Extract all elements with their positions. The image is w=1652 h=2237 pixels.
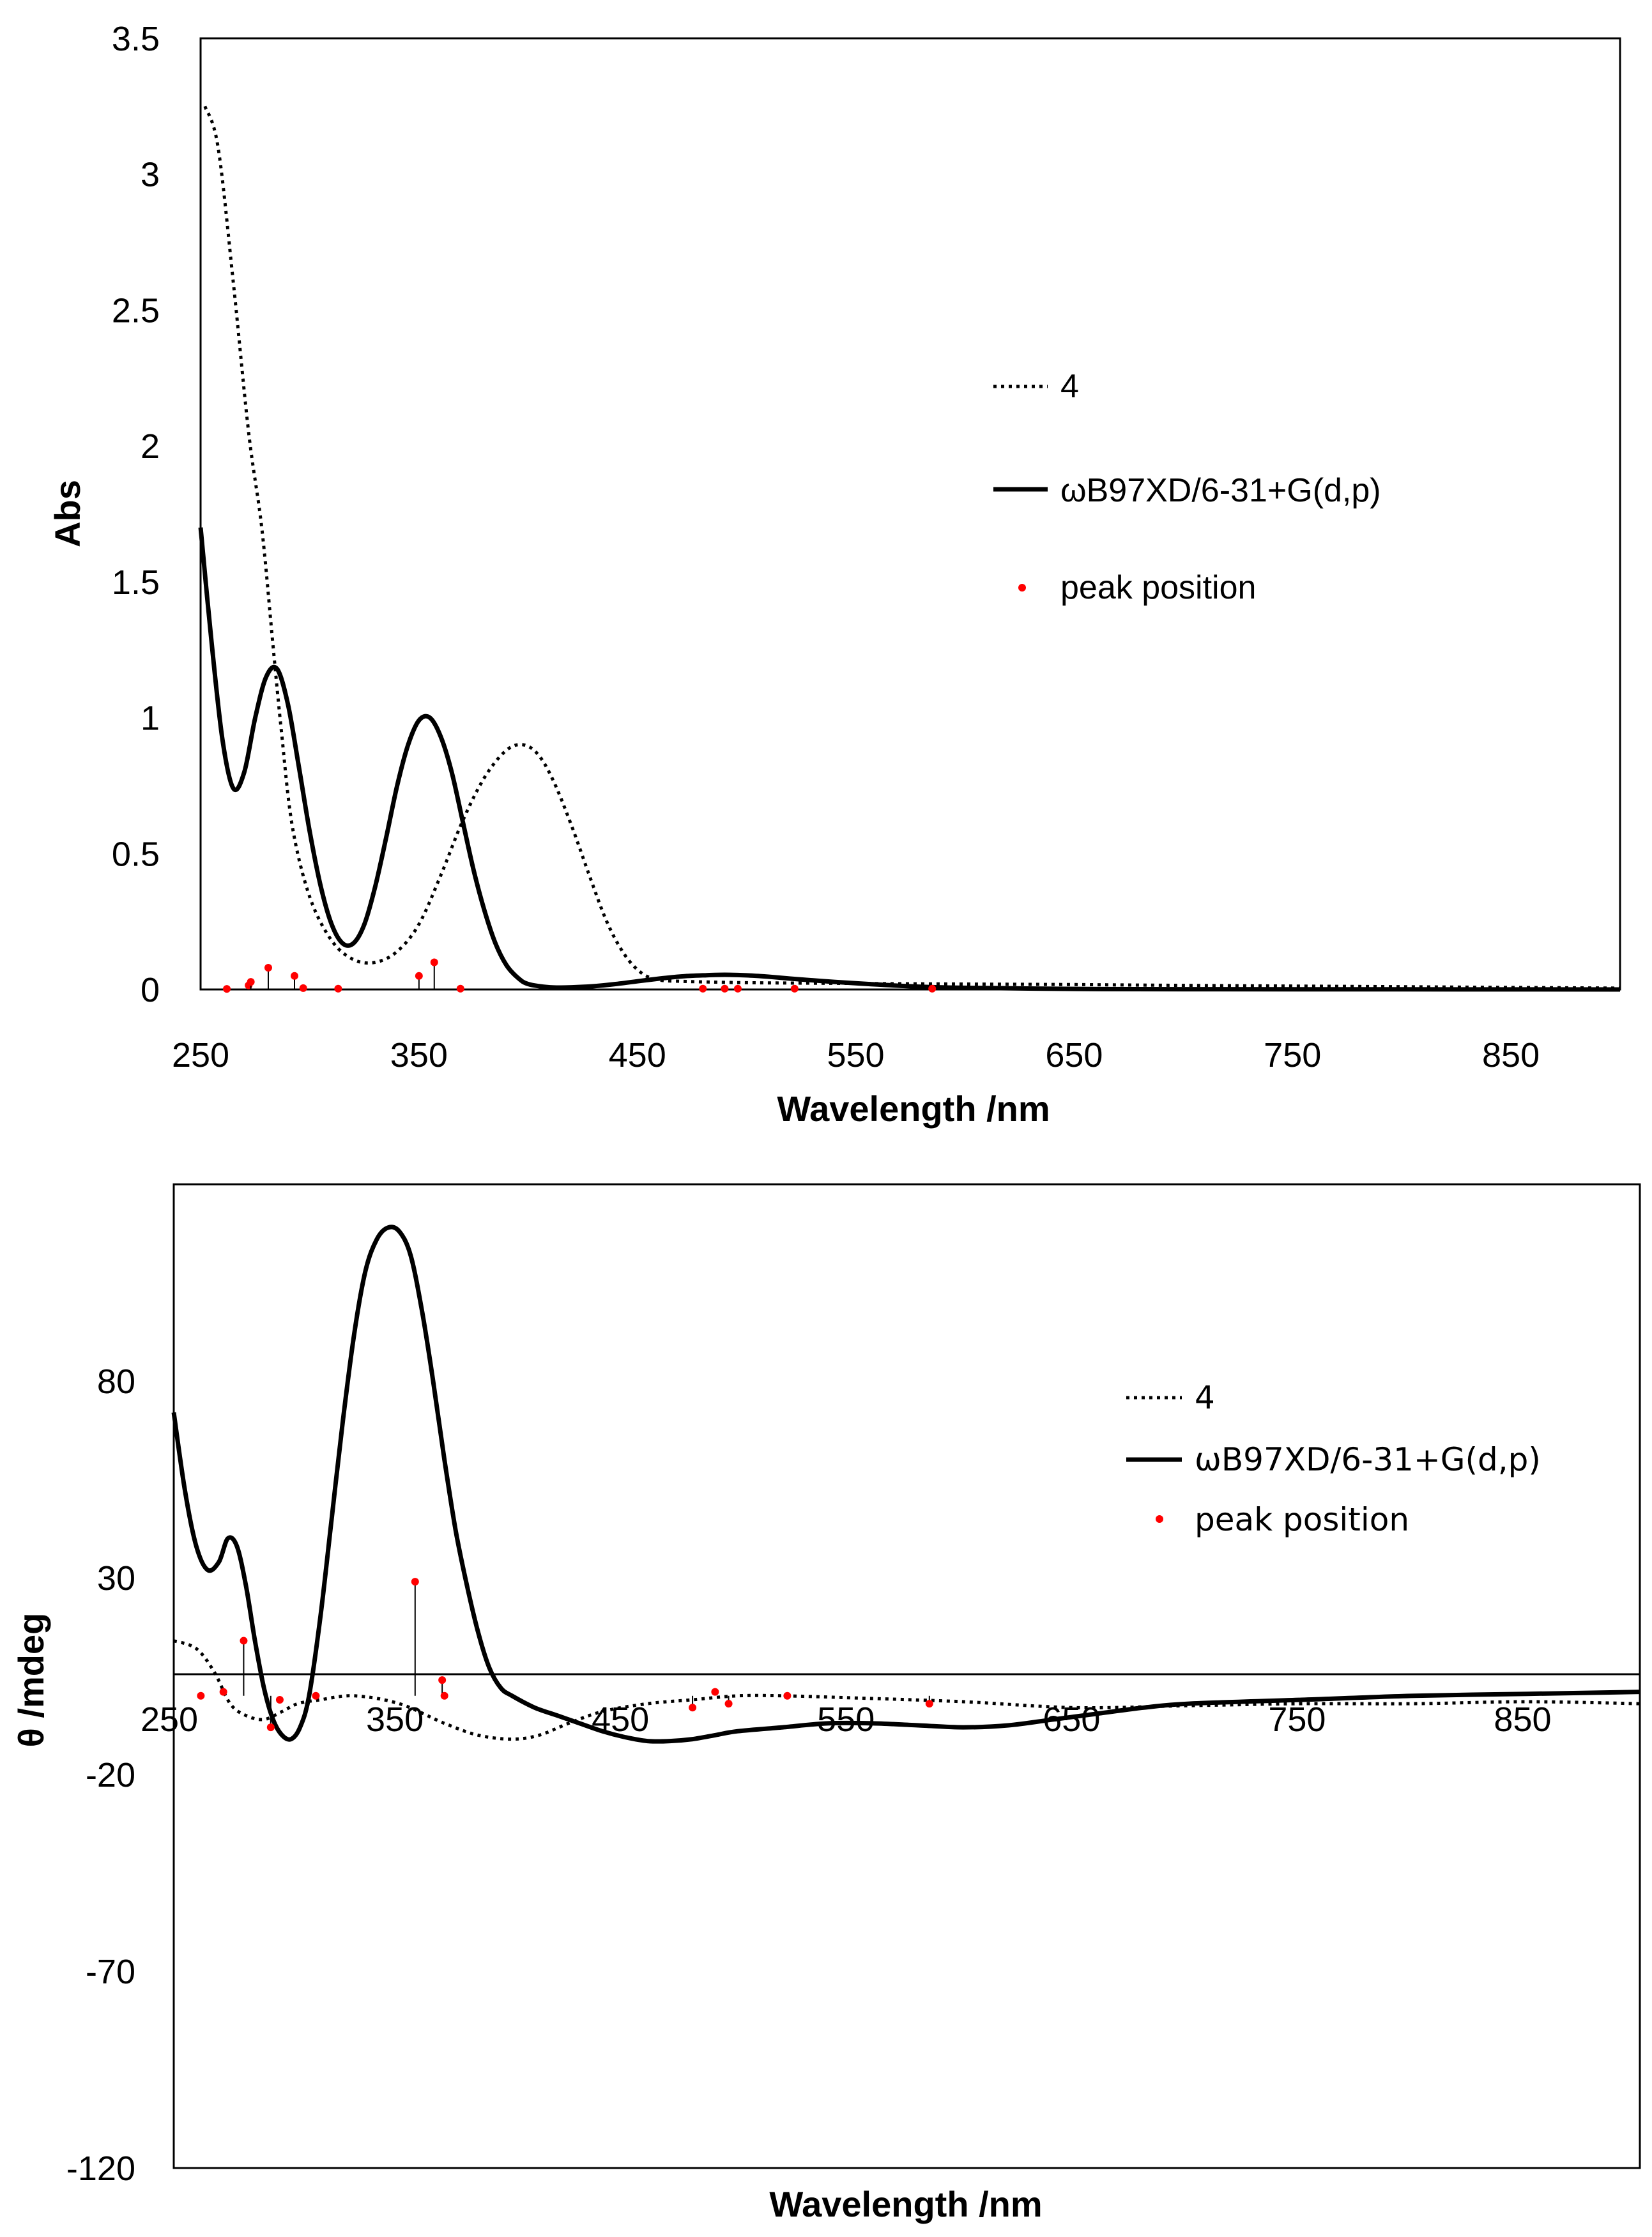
legend-label-4: 4 <box>1195 1379 1215 1416</box>
series-line-wb97xd <box>198 527 1621 992</box>
peak-marker <box>415 972 423 980</box>
y-axis-title: Abs <box>47 480 88 547</box>
peak-marker <box>928 984 937 993</box>
peak-marker <box>430 958 438 966</box>
x-tick-label: 650 <box>1045 1036 1103 1074</box>
peak-marker <box>240 1637 248 1645</box>
legend-label-wb97xd: ωB97XD/6-31+G(d,p) <box>1060 472 1381 509</box>
legend-peak-marker <box>1018 584 1026 592</box>
peak-marker <box>275 1695 284 1704</box>
x-axis-title: Wavelength /nm <box>777 1088 1050 1129</box>
peak-marker <box>411 1578 419 1586</box>
peak-marker <box>219 1688 227 1696</box>
legend: 4 ωB97XD/6-31+G(d,p) peak position <box>1126 1379 1541 1538</box>
legend-label-peak-position: peak position <box>1060 569 1256 606</box>
peak-markers <box>197 1578 933 1732</box>
x-tick-label: 250 <box>172 1036 229 1074</box>
x-tick-label: 850 <box>1494 1700 1551 1739</box>
y-tick-label: 0.5 <box>112 835 160 873</box>
peak-markers <box>223 958 937 993</box>
legend-label-4: 4 <box>1060 368 1079 405</box>
y-axis-title: θ /mdeg <box>11 1613 51 1748</box>
y-tick-label: 1.5 <box>112 563 160 602</box>
y-tick-label: -20 <box>86 1756 135 1794</box>
peak-marker <box>790 984 799 993</box>
y-tick-label: 3.5 <box>112 20 160 58</box>
peak-marker <box>440 1691 448 1700</box>
peak-marker <box>197 1691 205 1700</box>
peak-marker <box>438 1676 447 1684</box>
x-tick-label: 350 <box>390 1036 448 1074</box>
absorption-chart: 0 0.5 1 1.5 2 2.5 3 3.5 250 350 450 550 650 750 850 A… <box>47 20 1621 1129</box>
x-tick-label: 850 <box>1482 1036 1540 1074</box>
x-tick-label: 750 <box>1264 1036 1321 1074</box>
x-tick-label: 250 <box>141 1700 198 1739</box>
x-tick-label: 550 <box>827 1036 884 1074</box>
legend: 4 ωB97XD/6-31+G(d,p) peak position <box>993 368 1381 606</box>
x-tick-label: 450 <box>609 1036 666 1074</box>
y-tick-label: 2 <box>141 427 160 466</box>
series-group <box>198 105 1621 992</box>
peak-marker <box>223 985 231 993</box>
peak-marker <box>312 1691 320 1700</box>
plot-area-frame <box>172 1183 1641 2169</box>
peak-marker <box>247 978 255 986</box>
y-tick-label: 2.5 <box>112 291 160 330</box>
y-axis-ticks: -120 -70 -20 30 80 <box>66 1363 135 2188</box>
peak-marker <box>290 972 298 980</box>
x-tick-label: 750 <box>1268 1700 1326 1739</box>
peak-marker <box>456 984 464 993</box>
peak-marker <box>689 1704 697 1712</box>
y-axis-ticks: 0 0.5 1 1.5 2 2.5 3 3.5 <box>112 20 160 1009</box>
y-tick-label: 0 <box>141 971 160 1009</box>
y-tick-label: 80 <box>97 1363 135 1401</box>
peak-marker <box>724 1700 733 1708</box>
x-tick-label: 550 <box>817 1700 875 1739</box>
x-axis-ticks: 250 350 450 550 650 750 850 <box>172 1036 1540 1074</box>
legend-peak-marker <box>1156 1515 1163 1523</box>
legend-label-peak-position: peak position <box>1195 1501 1409 1538</box>
y-tick-label: 30 <box>97 1559 135 1598</box>
y-tick-label: -70 <box>86 1953 135 1991</box>
peak-marker <box>266 1723 275 1732</box>
x-axis-title: Wavelength /nm <box>769 2184 1042 2224</box>
peak-marker <box>699 984 707 993</box>
y-tick-label: -120 <box>66 2149 135 2188</box>
x-tick-label: 350 <box>366 1700 424 1739</box>
peak-marker <box>925 1700 933 1708</box>
peak-marker <box>299 984 307 992</box>
peak-marker <box>733 984 742 993</box>
legend-label-wb97xd: ωB97XD/6-31+G(d,p) <box>1195 1441 1541 1478</box>
y-tick-label: 3 <box>141 156 160 194</box>
peak-marker <box>711 1688 719 1696</box>
plot-area-frame <box>199 37 1621 991</box>
peak-marker <box>264 963 272 972</box>
peak-marker <box>783 1691 792 1700</box>
peak-marker <box>721 984 729 993</box>
y-tick-label: 1 <box>141 699 160 738</box>
peak-marker <box>334 984 342 993</box>
